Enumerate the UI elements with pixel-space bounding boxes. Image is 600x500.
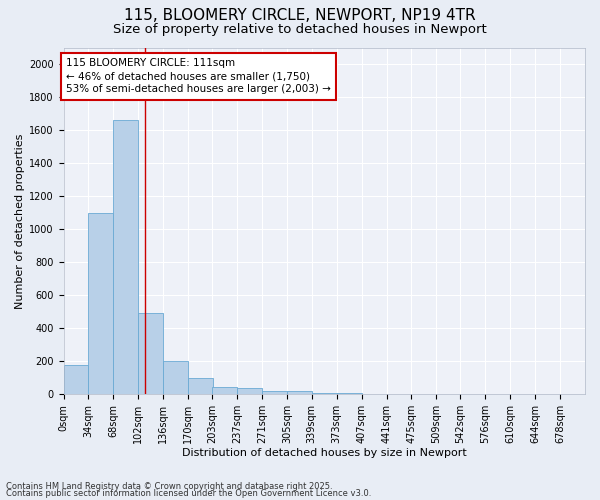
Bar (287, 390, 312, 394)
Bar (163, 361, 188, 394)
Bar (138, 314, 163, 394)
Bar (212, 387, 237, 394)
Text: Contains public sector information licensed under the Open Government Licence v3: Contains public sector information licen… (6, 490, 371, 498)
Bar (64, 366, 88, 394)
X-axis label: Distribution of detached houses by size in Newport: Distribution of detached houses by size … (182, 448, 467, 458)
Text: 115 BLOOMERY CIRCLE: 111sqm
← 46% of detached houses are smaller (1,750)
53% of : 115 BLOOMERY CIRCLE: 111sqm ← 46% of det… (66, 58, 331, 94)
Text: Contains HM Land Registry data © Crown copyright and database right 2025.: Contains HM Land Registry data © Crown c… (6, 482, 332, 491)
Bar (262, 390, 287, 394)
Bar (188, 378, 213, 394)
Bar (113, 120, 138, 394)
Bar (88, 212, 113, 394)
Bar (312, 392, 337, 394)
Text: Size of property relative to detached houses in Newport: Size of property relative to detached ho… (113, 22, 487, 36)
Text: 115, BLOOMERY CIRCLE, NEWPORT, NP19 4TR: 115, BLOOMERY CIRCLE, NEWPORT, NP19 4TR (124, 8, 476, 22)
Y-axis label: Number of detached properties: Number of detached properties (15, 133, 25, 308)
Bar (237, 388, 262, 394)
